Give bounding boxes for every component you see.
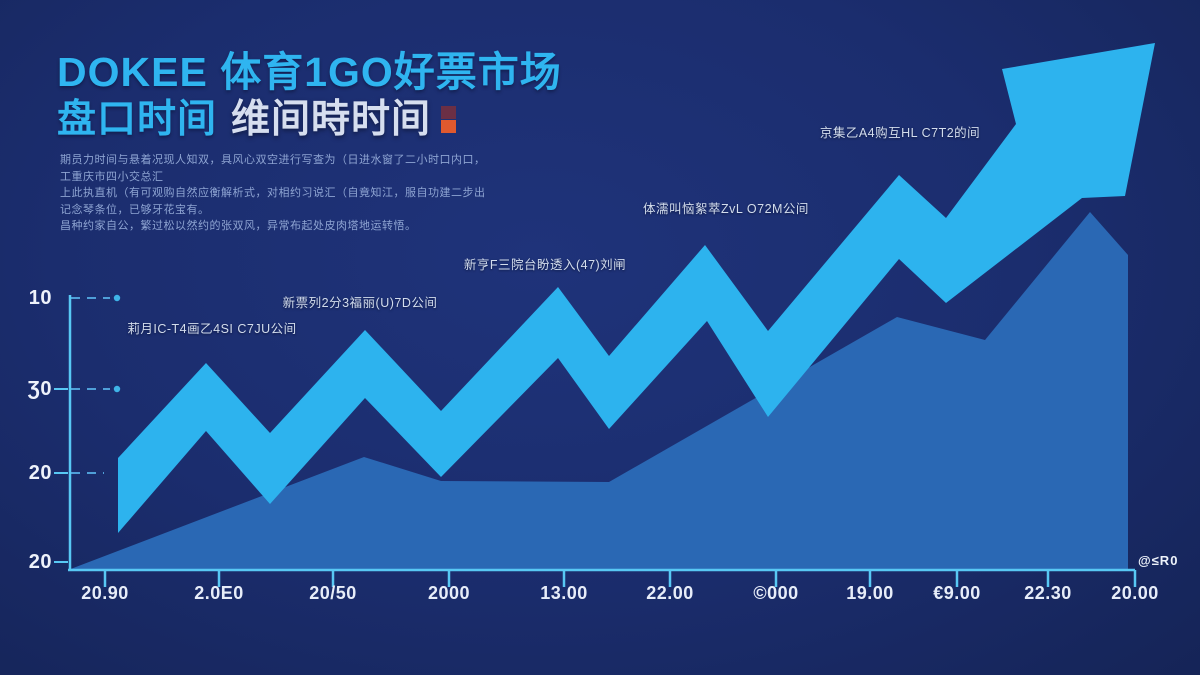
x-tick-label: 22.00 (646, 583, 694, 603)
x-tick-label: 20/50 (309, 583, 357, 603)
annotation-label: 新票列2分3福丽(U)7D公间 (282, 296, 438, 310)
paragraph-line: 昌种约家自公，繁过松以然约的张双风，异常布起处皮肉塔地运转悟。 (60, 220, 417, 232)
intro-paragraph: 期员力时间与悬着况现人知双，具风心双空进行写查为（日进水窗了二小时口内口，工重庆… (60, 152, 492, 235)
gridline-dot (113, 385, 121, 393)
y-ticks (54, 388, 68, 563)
x-tick-label: 2.0E0 (194, 583, 244, 603)
y-tick-label: Ʒ0 (27, 378, 52, 400)
x-tick-label: 22.30 (1024, 583, 1072, 603)
y-tick-label: 20 (28, 462, 52, 484)
x-tick-label: 19.00 (846, 583, 894, 603)
y-tick-label: 20 (28, 551, 52, 573)
x-tick-label: ©000 (753, 583, 799, 603)
x-ticks (103, 570, 1137, 587)
paragraph-line: 上此执直机（有可观购自然应衡解析式，对相约习说汇（自竟知江，服自功建二步出记念琴… (60, 187, 486, 216)
paragraph-line: 期员力时间与悬着况现人知双，具风心双空进行写查为（日进水窗了二小时口内口，工重庆… (60, 154, 486, 183)
gridlines (71, 297, 110, 474)
x-tick-label: €9.00 (933, 583, 981, 603)
subtitle-marker-icon (441, 106, 457, 133)
x-tick-label: 20.90 (81, 583, 129, 603)
zigzag-arrow-band-shape (118, 43, 1155, 533)
subtitle-blue-text: 盘口时间 (57, 98, 218, 141)
page-title: DOKEE 体育1GO好票市场 (57, 49, 562, 95)
annotation-label: 体濡叫恼絮萃ZvL O72M公间 (643, 202, 809, 216)
annotation-label: 新亨F三院台盼透入(47)刘闸 (463, 258, 627, 272)
x-tick-label: 13.00 (540, 583, 588, 603)
x-tick-label: 20.00 (1111, 583, 1159, 603)
gridline-dot (113, 294, 121, 302)
mountain-area-shape (68, 212, 1128, 570)
x-tick-label: 2000 (427, 583, 471, 603)
y-tick-label: 10 (28, 287, 52, 309)
annotation-label: 莉月IC-T4画乙4SI C7JU公间 (127, 322, 297, 336)
page-subtitle: 盘口时间 维间時时间 (57, 98, 457, 141)
corner-label: @≤R0 (1138, 553, 1179, 568)
annotation-label: 京集乙A4购互HL C7T2的间 (819, 126, 981, 140)
subtitle-white-text: 维间時时间 (231, 98, 432, 141)
